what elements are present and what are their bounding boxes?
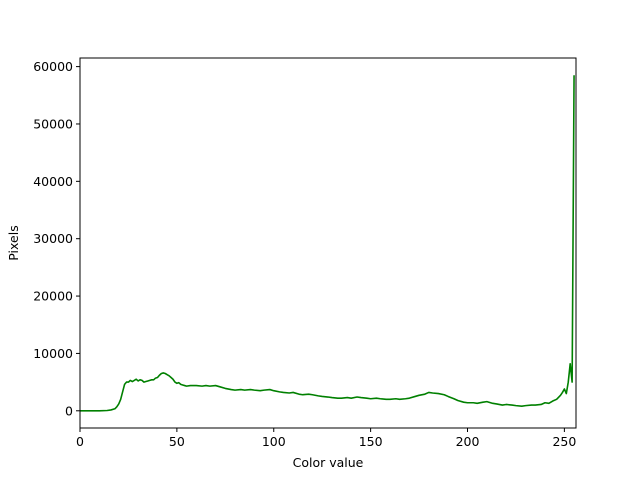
plot-area bbox=[80, 58, 576, 428]
x-tick-label-4: 200 bbox=[456, 434, 480, 449]
y-axis-label: Pixels bbox=[6, 225, 21, 260]
x-tick-label-2: 100 bbox=[262, 434, 286, 449]
series-layer bbox=[80, 75, 575, 412]
x-tick-label-3: 150 bbox=[359, 434, 383, 449]
x-tick-label-0: 0 bbox=[76, 434, 84, 449]
x-tick-label-1: 50 bbox=[169, 434, 185, 449]
y-tick-label-3: 30000 bbox=[33, 231, 73, 246]
x-axis-label: Color value bbox=[293, 455, 364, 470]
y-tick-label-2: 20000 bbox=[33, 289, 73, 304]
x-axis-ticks: 0 50 100 150 200 250 bbox=[76, 428, 576, 449]
y-axis-ticks: 0 10000 20000 30000 40000 50000 60000 bbox=[33, 59, 80, 418]
x-tick-label-5: 250 bbox=[552, 434, 576, 449]
y-tick-label-0: 0 bbox=[65, 403, 73, 418]
y-tick-label-1: 10000 bbox=[33, 346, 73, 361]
y-tick-label-4: 40000 bbox=[33, 174, 73, 189]
y-tick-label-6: 60000 bbox=[33, 59, 73, 74]
y-tick-label-5: 50000 bbox=[33, 116, 73, 131]
plot-frame bbox=[79, 57, 577, 429]
series-line-0 bbox=[80, 75, 575, 412]
